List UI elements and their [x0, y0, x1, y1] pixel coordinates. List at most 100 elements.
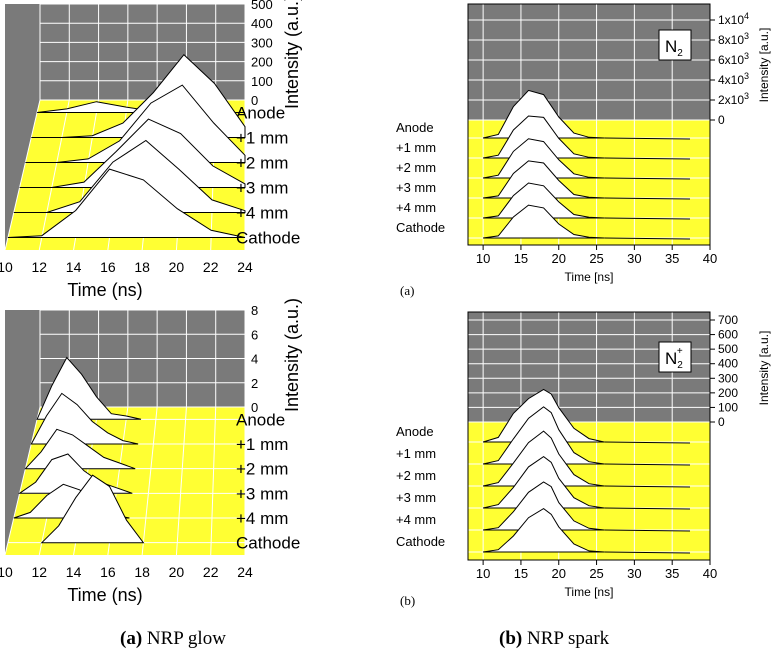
pc-z-tick: 2 [251, 376, 258, 391]
pc-z-tick: 0 [251, 400, 258, 415]
pd-z-tick: 500 [718, 342, 738, 356]
pd-z-tick: 200 [718, 386, 738, 400]
pa-ridge-cathode [7, 168, 246, 238]
caption-b-tag: (b) [499, 628, 523, 649]
pb-annotation: N2 [665, 37, 683, 59]
pb-ridge-2mm [483, 138, 605, 179]
pd-position-label: +2 mm [396, 468, 436, 483]
pb-position-label: Anode [396, 120, 434, 135]
pb-z-tick: 1x104 [718, 11, 749, 27]
pd-frame [467, 311, 711, 561]
pc-ridge-3mm [18, 453, 133, 494]
pb-z-tick: 4x103 [718, 71, 749, 87]
pd-position-label: +4 mm [396, 512, 436, 527]
caption-a-tag: (a) [120, 628, 143, 649]
pb-tail [604, 157, 691, 160]
pa-z-tick: 500 [251, 0, 273, 12]
caption-b-text: NRP spark [526, 628, 610, 649]
pd-position-label: +3 mm [396, 490, 436, 505]
pd-y-label: Intensity [a.u.] [757, 331, 771, 406]
pa-z-tick: 400 [251, 16, 273, 31]
pd-sub-label: (b) [400, 593, 415, 608]
pd-z-tick: 400 [718, 357, 738, 371]
pb-y-label: Intensity [a.u.] [757, 28, 771, 103]
pb-ridge-1mm [483, 115, 605, 159]
pb-sub-label: (a) [400, 283, 414, 298]
pb-position-label: +2 mm [396, 160, 436, 175]
pd-ridge-cathode [483, 507, 605, 553]
pb-x-tick: 25 [589, 251, 603, 266]
pc-grid-v-floor [4, 406, 41, 556]
pb-frame [467, 3, 711, 246]
pd-x-tick: 25 [589, 566, 603, 581]
pd-z-tick: 700 [718, 313, 738, 327]
pd-x-tick: 40 [703, 566, 717, 581]
pa-x-tick: 12 [31, 259, 47, 275]
pb-x-tick: 40 [703, 251, 717, 266]
pb-x-tick: 10 [476, 251, 490, 266]
pd-x-label: Time [ns] [565, 585, 614, 599]
pc-position-label: +3 mm [236, 484, 288, 503]
pc-x-tick: 14 [66, 564, 82, 580]
pd-x-tick: 30 [627, 566, 641, 581]
pb-x-label: Time [ns] [565, 270, 614, 284]
pb-tail [604, 237, 691, 240]
pd-z-tick: 0 [718, 415, 725, 429]
pa-x-tick: 20 [169, 259, 185, 275]
caption-a-text: NRP glow [146, 628, 226, 649]
pd-tail [604, 529, 691, 532]
pd-yellow-area [468, 422, 710, 560]
pd-z-tick: 600 [718, 328, 738, 342]
pa-position-label: Cathode [236, 229, 300, 248]
pc-x-label: Time (ns) [67, 585, 142, 605]
pb-position-label: +3 mm [396, 180, 436, 195]
pd-position-label: +1 mm [396, 446, 436, 461]
pb-tail [604, 177, 691, 180]
pc-x-tick: 16 [100, 564, 116, 580]
pa-x-label: Time (ns) [67, 280, 142, 300]
pb-z-tick: 2x103 [718, 91, 749, 107]
pd-tail [604, 463, 691, 466]
pb-z-tick: 6x103 [718, 51, 749, 67]
pa-x-tick: 16 [100, 259, 116, 275]
pc-ridge-cathode [40, 474, 145, 544]
pd-ridge-4mm [483, 481, 605, 531]
pa-position-label: Anode [236, 104, 285, 123]
pd-annotation: N2+ [665, 346, 683, 371]
pa-x-tick: 18 [134, 259, 150, 275]
pb-z-tick: 0 [718, 113, 725, 127]
pc-z-label: Intensity (a.u.) [282, 298, 302, 412]
pa-position-label: +4 mm [236, 204, 288, 223]
pb-tail [604, 197, 691, 200]
pb-ridge-anode [482, 89, 605, 139]
pb-gray-area [468, 4, 710, 120]
pb-z-tick: 8x103 [718, 31, 749, 47]
pc-position-label: Cathode [236, 534, 300, 553]
pa-grid-v-floor [38, 99, 70, 251]
pc-z-tick: 8 [251, 303, 258, 318]
pc-x-tick: 22 [203, 564, 219, 580]
pa-z-tick: 100 [251, 74, 273, 89]
pd-x-tick: 35 [665, 566, 679, 581]
pd-x-tick: 10 [476, 566, 490, 581]
pc-x-tick: 24 [237, 564, 253, 580]
pb-position-label: Cathode [396, 220, 445, 235]
pc-position-label: +2 mm [236, 460, 288, 479]
pc-grid-v-floor [210, 406, 217, 556]
pc-z-tick: 4 [251, 352, 258, 367]
pc-position-label: +1 mm [236, 435, 288, 454]
pb-annotation-box [658, 29, 692, 61]
pd-z-tick: 300 [718, 371, 738, 385]
caption-a: (a) NRP glow [120, 628, 226, 650]
pd-x-tick: 15 [514, 566, 528, 581]
pc-grid-v-floor [141, 406, 158, 556]
pa-z-tick: 0 [251, 93, 258, 108]
pb-ridge-4mm [483, 182, 605, 219]
pa-x-tick: 14 [66, 259, 82, 275]
pa-position-label: +1 mm [236, 129, 288, 148]
pc-position-label: +4 mm [236, 509, 288, 528]
pc-x-tick: 12 [31, 564, 47, 580]
pa-z-label: Intensity (a.u.) [282, 0, 302, 109]
pd-z-tick: 100 [718, 400, 738, 414]
pb-tail [604, 217, 691, 220]
